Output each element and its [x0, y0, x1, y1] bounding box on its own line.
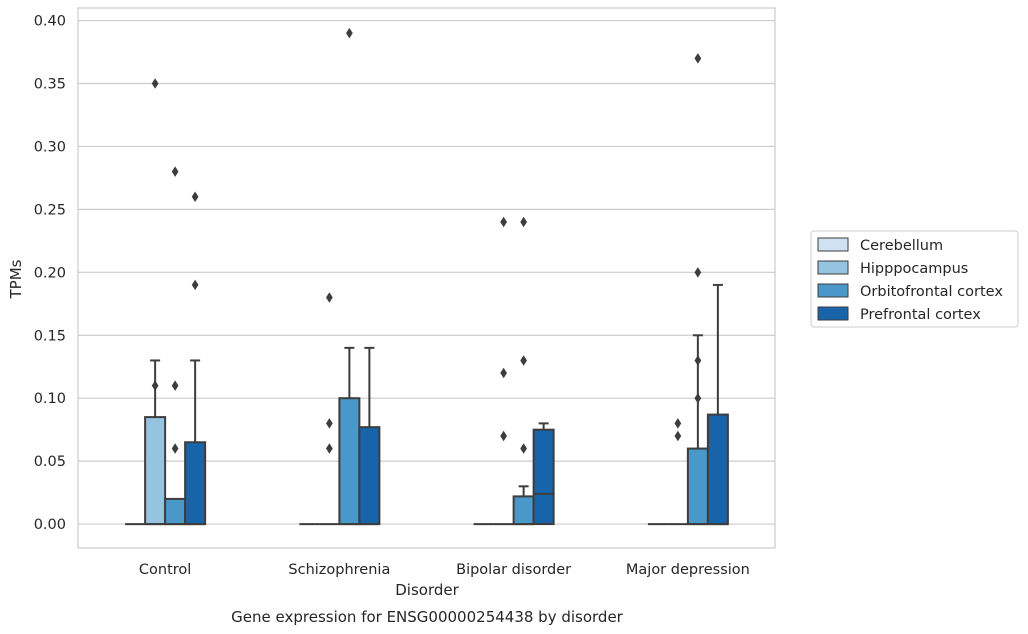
- box: [164, 497, 187, 526]
- outlier-point: [694, 267, 702, 278]
- legend-swatch: [817, 237, 849, 252]
- y-tick-label: 0.40: [34, 14, 66, 30]
- outlier-point: [326, 443, 333, 454]
- outlier-point: [674, 418, 682, 429]
- box-group: [493, 216, 514, 526]
- box-plot-series: [125, 27, 729, 526]
- box-group: [532, 422, 555, 526]
- y-tick-label: 0.30: [34, 139, 66, 155]
- box: [184, 441, 207, 526]
- box-group: [319, 292, 340, 526]
- legend-label: Hipppocampus: [860, 261, 968, 277]
- outlier-point: [520, 443, 527, 454]
- outlier-point: [694, 392, 702, 404]
- outlier-point: [694, 53, 702, 64]
- y-tick-label: 0.25: [34, 202, 66, 218]
- box: [686, 447, 709, 526]
- outlier-point: [171, 166, 179, 177]
- legend: Cerebellum Hipppocampus Orbitofrontal cort…: [810, 230, 1019, 328]
- x-axis-label: Disorder: [395, 581, 459, 599]
- outlier-point: [171, 443, 179, 454]
- plot-area-frame: [77, 7, 776, 549]
- box-group: [706, 283, 729, 526]
- outlier-point: [326, 418, 333, 429]
- y-tick-label: 0.15: [34, 328, 66, 344]
- legend-label: Orbitofrontal cortex: [860, 284, 1003, 300]
- legend-swatch: [817, 306, 849, 321]
- box-group: [338, 27, 361, 526]
- box-group: [512, 216, 535, 526]
- outlier-point: [151, 78, 159, 89]
- outlier-point: [520, 355, 527, 366]
- box-group: [358, 346, 381, 526]
- outlier-point: [694, 355, 702, 366]
- box-group: [667, 418, 688, 526]
- outlier-point: [151, 380, 159, 391]
- legend-swatch: [817, 283, 849, 298]
- y-tick-label: 0.35: [34, 77, 66, 93]
- box: [358, 426, 381, 526]
- outlier-point: [500, 216, 507, 228]
- x-tick-label: Schizophrenia: [288, 562, 390, 578]
- y-axis-ticks: 0.00 0.05 0.10 0.15 0.20 0.25 0.30 0.35 0.40: [34, 14, 66, 533]
- chart-caption: Gene expression for ENSG00000254438 by d…: [231, 608, 624, 626]
- y-tick-label: 0.05: [34, 454, 66, 470]
- y-axis-label: TPMs: [7, 259, 25, 299]
- y-tick-label: 0.10: [34, 391, 66, 407]
- outlier-point: [171, 380, 179, 391]
- outlier-point: [191, 191, 199, 203]
- y-tick-label: 0.00: [34, 517, 66, 533]
- box-group: [184, 191, 207, 526]
- x-tick-label: Bipolar disorder: [456, 562, 571, 578]
- outlier-point: [346, 27, 353, 39]
- grid-lines: [78, 19, 775, 525]
- outlier-point: [674, 430, 682, 442]
- box: [512, 495, 535, 526]
- y-tick-label: 0.20: [34, 265, 66, 281]
- box-group: [144, 78, 167, 526]
- legend-frame: [810, 230, 1019, 328]
- outlier-point: [191, 279, 199, 291]
- box-group: [164, 166, 187, 526]
- outlier-point: [326, 292, 333, 303]
- box: [144, 416, 167, 526]
- box: [532, 428, 555, 526]
- legend-label: Prefrontal cortex: [860, 307, 981, 323]
- x-tick-label: Control: [139, 562, 191, 578]
- outlier-point: [520, 216, 527, 228]
- legend-label: Cerebellum: [860, 238, 943, 254]
- x-tick-label: Major depression: [626, 562, 750, 578]
- outlier-point: [500, 367, 507, 379]
- x-axis-ticks: Control Schizophrenia Bipolar disorder Majo…: [139, 562, 750, 578]
- outlier-point: [500, 430, 507, 442]
- box: [706, 413, 729, 526]
- box: [338, 397, 361, 526]
- box-group: [686, 53, 709, 526]
- legend-swatch: [817, 260, 849, 275]
